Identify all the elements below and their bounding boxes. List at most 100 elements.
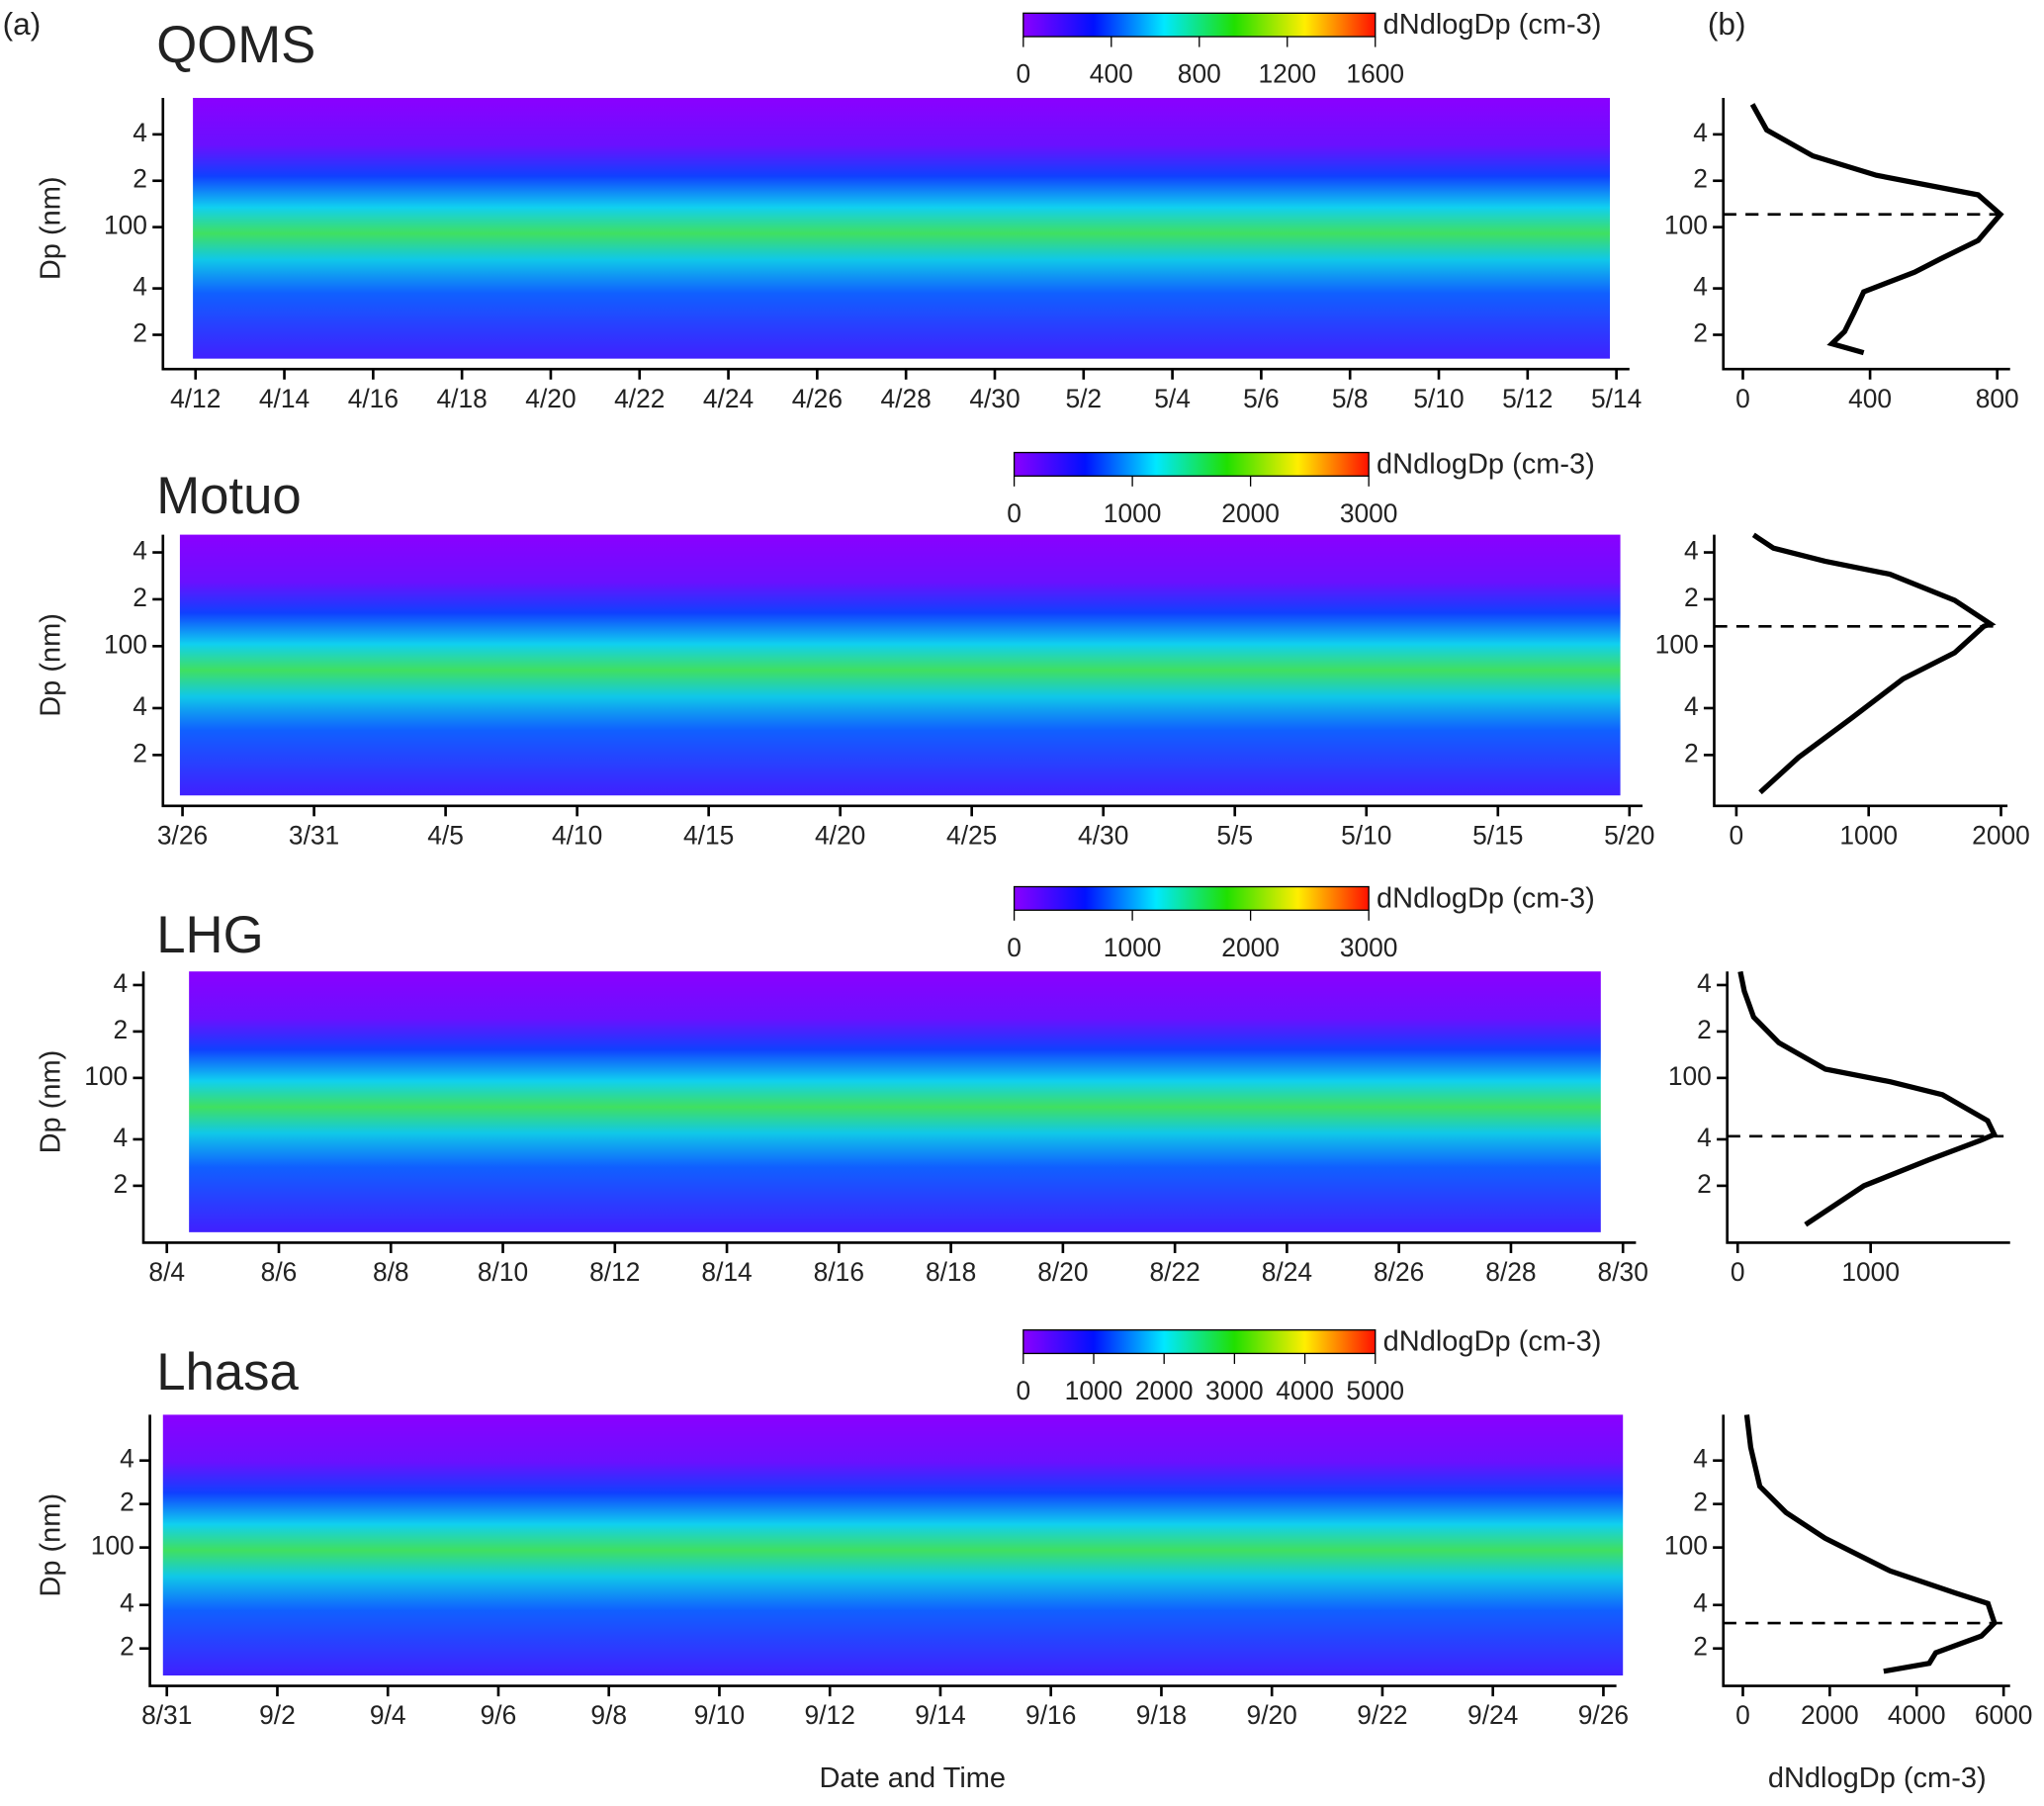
x-tick-label: 9/12	[805, 1700, 855, 1730]
x-tick-label: 9/2	[259, 1700, 296, 1730]
x-tick-label: 5/10	[1341, 820, 1391, 850]
x-tick-label: 8/4	[148, 1257, 185, 1287]
colorbar	[1022, 12, 1377, 38]
x-tick-label: 5/2	[1065, 384, 1102, 413]
x-tick-label: 5/6	[1243, 384, 1280, 413]
x-tick-label: 9/18	[1136, 1700, 1187, 1730]
x-tick-label: 4/24	[703, 384, 754, 413]
heatmap	[162, 1414, 1624, 1676]
colorbar-tick-label: 800	[1178, 59, 1221, 89]
colorbar-tick-label: 1000	[1104, 933, 1162, 962]
y-tick-label: 2	[133, 164, 147, 194]
y-tick-label: 4	[1697, 968, 1712, 998]
colorbar-label: dNdlogDp (cm-3)	[1377, 448, 1595, 480]
colorbar-tick-label: 1200	[1258, 59, 1316, 89]
x-tick-label: 8/18	[926, 1257, 976, 1287]
colorbar-tick-label: 3000	[1340, 498, 1398, 528]
size-distribution	[1743, 1414, 1998, 1674]
x-tick-label: 5/4	[1154, 384, 1191, 413]
y-tick-label: 100	[1668, 1061, 1712, 1091]
y-tick-label: 100	[1664, 1531, 1708, 1561]
heatmap	[189, 971, 1601, 1232]
x-tick-label: 4/14	[259, 384, 310, 413]
x-tick-label: 8/12	[589, 1257, 640, 1287]
colorbar-tick-label: 0	[1016, 59, 1030, 89]
y-tick-label: 2	[1693, 164, 1708, 194]
x-tick-label: 5/14	[1591, 384, 1642, 413]
x-tick-label: 4/12	[170, 384, 221, 413]
size-distribution	[1749, 103, 2004, 356]
size-distribution	[1737, 970, 1999, 1227]
x-tick-label: 4/10	[552, 820, 602, 850]
y-tick-label: 2	[1697, 1169, 1712, 1199]
x-tick-label: 5/20	[1604, 820, 1654, 850]
x-axis-label: Date and Time	[819, 1762, 1006, 1794]
x-tick-label: 8/10	[478, 1257, 528, 1287]
x-tick-label: 4/15	[683, 820, 734, 850]
x-tick-label: 8/16	[814, 1257, 864, 1287]
x-tick-label: 4/18	[436, 384, 487, 413]
y-tick-label: 2	[1693, 1488, 1708, 1517]
x-tick-label: 1000	[1839, 820, 1898, 850]
x-tick-label: 5/15	[1472, 820, 1523, 850]
x-tick-label: 0	[1730, 820, 1744, 850]
y-tick-label: 4	[133, 691, 147, 721]
y-tick-label: 4	[1684, 691, 1699, 721]
axis-line	[141, 971, 1637, 1244]
x-tick-label: 1000	[1841, 1257, 1900, 1287]
axis-line	[1722, 97, 2010, 371]
y-tick-label: 4	[114, 968, 129, 998]
colorbar-label: dNdlogDp (cm-3)	[1377, 882, 1595, 914]
axis-line	[1726, 971, 2010, 1244]
x-tick-label: 5/8	[1332, 384, 1369, 413]
y-tick-label: 2	[120, 1488, 134, 1517]
x-tick-label: 4/5	[427, 820, 464, 850]
y-tick-label: 100	[1655, 629, 1699, 659]
colorbar-tick-label: 3000	[1205, 1376, 1264, 1405]
x-tick-label: 0	[1735, 1700, 1750, 1730]
y-tick-label: 4	[1693, 1444, 1708, 1474]
y-tick-label: 2	[1684, 583, 1699, 612]
x-tick-label: 8/6	[261, 1257, 298, 1287]
x-tick-label: 4/28	[881, 384, 932, 413]
y-tick-label: 100	[91, 1531, 134, 1561]
size-distribution	[1751, 532, 1997, 795]
axis-line	[1722, 1414, 2010, 1687]
x-tick-label: 2000	[1972, 820, 2030, 850]
heatmap	[193, 97, 1611, 359]
y-tick-label: 4	[1693, 1588, 1708, 1618]
x-tick-label: 8/8	[373, 1257, 409, 1287]
x-tick-label: 9/16	[1025, 1700, 1076, 1730]
x-tick-label: 9/26	[1578, 1700, 1629, 1730]
x-tick-label: 0	[1731, 1257, 1745, 1287]
y-tick-label: 2	[114, 1169, 129, 1199]
x-tick-label: 3/31	[289, 820, 339, 850]
axis-line	[161, 534, 1643, 808]
colorbar-tick-label: 1600	[1346, 59, 1404, 89]
x-tick-label: 9/24	[1467, 1700, 1518, 1730]
y-tick-label: 4	[133, 272, 147, 302]
chart-title: Motuo	[156, 467, 302, 525]
y-tick-label: 100	[84, 1061, 128, 1091]
x-tick-label: 9/4	[370, 1700, 406, 1730]
y-tick-label: 4	[1684, 536, 1699, 566]
x-tick-label: 3/26	[157, 820, 208, 850]
panel-label: (b)	[1708, 6, 1746, 42]
x-tick-label: 4/26	[792, 384, 843, 413]
axis-line	[1713, 534, 2008, 808]
x-tick-label: 4/30	[1078, 820, 1128, 850]
y-axis-label: Dp (nm)	[35, 176, 66, 280]
y-tick-label: 2	[133, 738, 147, 768]
panel-label: (a)	[3, 6, 42, 42]
y-tick-label: 100	[104, 629, 147, 659]
x-tick-label: 9/20	[1247, 1700, 1297, 1730]
colorbar-label: dNdlogDp (cm-3)	[1383, 1326, 1602, 1358]
y-tick-label: 2	[1693, 1632, 1708, 1662]
chart-title: QOMS	[156, 16, 315, 74]
y-tick-label: 4	[120, 1588, 134, 1618]
colorbar-label: dNdlogDp (cm-3)	[1383, 9, 1602, 41]
y-tick-label: 100	[1664, 211, 1708, 240]
axis-line	[161, 97, 1630, 371]
y-tick-label: 2	[1684, 738, 1699, 768]
